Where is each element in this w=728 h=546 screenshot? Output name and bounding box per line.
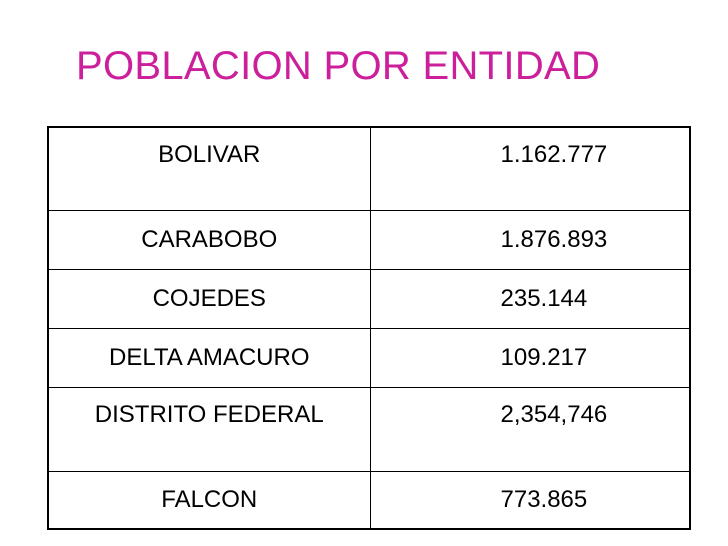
entity-name: FALCON — [161, 485, 258, 513]
population-cell: 1.162.777 — [369, 126, 691, 211]
population-cell: 235.144 — [369, 268, 691, 329]
entity-name: CARABOBO — [141, 225, 278, 253]
table-row: CARABOBO 1.876.893 — [47, 209, 691, 270]
entity-name: DELTA AMACURO — [109, 343, 310, 371]
entity-cell: BOLIVAR — [47, 126, 371, 211]
population-cell: 109.217 — [369, 327, 691, 388]
entity-cell: COJEDES — [47, 268, 371, 329]
table-row: COJEDES 235.144 — [47, 268, 691, 329]
population-value: 235.144 — [500, 284, 588, 312]
entity-name: DISTRITO FEDERAL — [94, 401, 324, 428]
table-row: DELTA AMACURO 109.217 — [47, 327, 691, 388]
population-value: 2,354,746 — [500, 401, 608, 428]
page-title: POBLACION POR ENTIDAD — [76, 44, 601, 88]
population-table: BOLIVAR 1.162.777 CARABOBO 1.876.893 COJ… — [47, 126, 691, 530]
entity-cell: CARABOBO — [47, 209, 371, 270]
population-value: 1.162.777 — [500, 140, 608, 168]
table-row: BOLIVAR 1.162.777 — [47, 126, 691, 211]
population-value: 773.865 — [500, 485, 588, 513]
table-row: DISTRITO FEDERAL 2,354,746 — [47, 386, 691, 472]
entity-cell: DELTA AMACURO — [47, 327, 371, 388]
entity-name: COJEDES — [152, 284, 266, 312]
population-value: 109.217 — [500, 343, 588, 371]
population-value: 1.876.893 — [500, 225, 608, 253]
entity-cell: DISTRITO FEDERAL — [47, 386, 371, 472]
population-cell: 773.865 — [369, 470, 691, 530]
population-cell: 1.876.893 — [369, 209, 691, 270]
population-cell: 2,354,746 — [369, 386, 691, 472]
table-row: FALCON 773.865 — [47, 470, 691, 530]
entity-cell: FALCON — [47, 470, 371, 530]
entity-name: BOLIVAR — [158, 140, 261, 168]
